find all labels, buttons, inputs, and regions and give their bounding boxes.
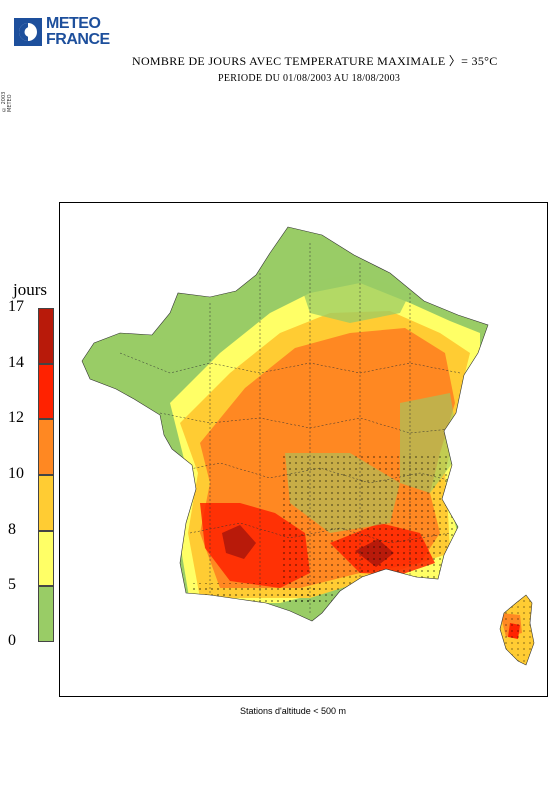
logo-line-1: METEO [46, 15, 101, 32]
france-coastline [81, 226, 489, 622]
legend-tick-label: 14 [8, 353, 24, 371]
corsica [500, 595, 534, 665]
legend-bin-10-12 [38, 419, 54, 475]
legend-tick-label: 17 [8, 298, 24, 315]
legend-tick-label: 10 [8, 465, 24, 482]
legend-tick-label: 0 [8, 632, 16, 649]
meteo-france-logo-icon [14, 18, 42, 46]
legend-bin-12-14 [38, 363, 54, 420]
copyright-note: © 2003 METEO [1, 91, 13, 112]
map-footer-note: Stations d'altitude < 500 m [240, 706, 347, 716]
legend-bin-0-5 [38, 586, 54, 642]
legend-title: jours [13, 280, 47, 299]
map-subtitle: PERIODE DU 01/08/2003 AU 18/08/2003 [218, 73, 401, 84]
france-map [81, 226, 535, 666]
meteo-france-logo: METEO FRANCE [14, 16, 116, 50]
department-borders [119, 243, 461, 613]
mainland-france [82, 227, 488, 621]
legend-color-bar [38, 308, 54, 642]
legend-tick-label: 8 [8, 520, 16, 538]
map-title: NOMBRE DE JOURS AVEC TEMPERATURE MAXIMAL… [132, 54, 498, 68]
logo-line-2: FRANCE [46, 31, 110, 48]
legend-bin-14-17 [38, 308, 54, 364]
logo-text: METEO FRANCE [46, 16, 110, 48]
corsica-coastline [499, 594, 535, 666]
legend-tick-label: 5 [8, 576, 16, 594]
legend-bin-5-8 [38, 530, 54, 587]
legend-bin-8-10 [38, 475, 54, 531]
map-frame [59, 202, 548, 697]
legend-tick-label: 12 [8, 409, 24, 427]
